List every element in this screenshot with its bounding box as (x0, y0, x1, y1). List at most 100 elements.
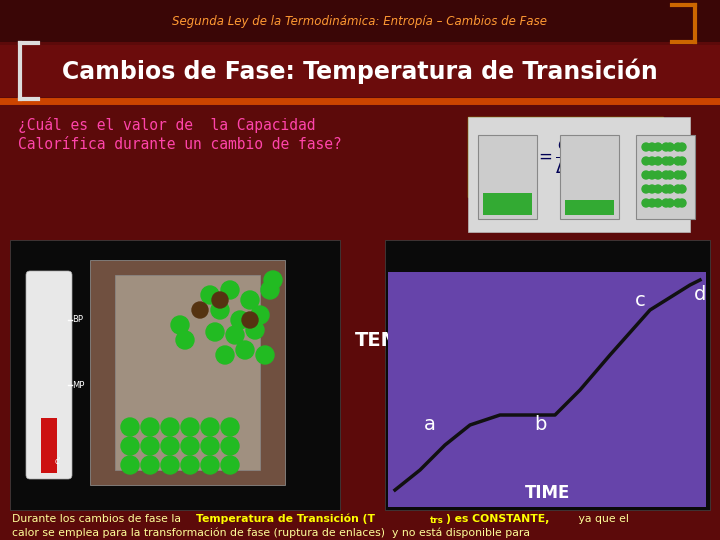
Circle shape (674, 199, 682, 207)
Text: TEMP.: TEMP. (355, 330, 419, 349)
Circle shape (662, 143, 670, 151)
Circle shape (192, 302, 208, 318)
Circle shape (662, 185, 670, 193)
Circle shape (221, 418, 239, 436)
Text: Calorífica durante un cambio de fase?: Calorífica durante un cambio de fase? (18, 137, 342, 152)
Circle shape (212, 292, 228, 308)
Circle shape (642, 185, 650, 193)
Circle shape (251, 306, 269, 324)
Circle shape (654, 143, 662, 151)
Text: ) es CONSTANTE,: ) es CONSTANTE, (446, 514, 549, 524)
Circle shape (171, 316, 189, 334)
Circle shape (678, 171, 686, 179)
Circle shape (674, 143, 682, 151)
Circle shape (242, 312, 258, 328)
Circle shape (674, 185, 682, 193)
Circle shape (241, 291, 259, 309)
Circle shape (161, 437, 179, 455)
Circle shape (648, 143, 656, 151)
Circle shape (642, 157, 650, 165)
Circle shape (648, 157, 656, 165)
Bar (468, 117, 663, 197)
Circle shape (221, 456, 239, 474)
FancyBboxPatch shape (26, 271, 72, 479)
Circle shape (121, 456, 139, 474)
Circle shape (181, 437, 199, 455)
Circle shape (662, 171, 670, 179)
Circle shape (678, 143, 686, 151)
Text: ¿Cuál es el valor de  la Capacidad: ¿Cuál es el valor de la Capacidad (18, 117, 315, 133)
Circle shape (662, 199, 670, 207)
Circle shape (176, 331, 194, 349)
Circle shape (121, 437, 139, 455)
Circle shape (264, 271, 282, 289)
Bar (468, 117, 690, 232)
Circle shape (141, 437, 159, 455)
Circle shape (674, 171, 682, 179)
FancyBboxPatch shape (560, 135, 619, 219)
Bar (388, 272, 706, 507)
Circle shape (161, 456, 179, 474)
Circle shape (654, 199, 662, 207)
Bar (483, 193, 532, 215)
FancyBboxPatch shape (478, 135, 537, 219)
Circle shape (221, 437, 239, 455)
Circle shape (216, 346, 234, 364)
Circle shape (678, 199, 686, 207)
Circle shape (654, 171, 662, 179)
Text: c': c' (55, 457, 61, 467)
Text: Cambios de Fase: Temperatura de Transición: Cambios de Fase: Temperatura de Transici… (62, 58, 658, 84)
Text: BP: BP (72, 315, 83, 325)
Circle shape (666, 185, 674, 193)
Bar (0, 0, 720, 42)
Text: ya que el: ya que el (575, 514, 629, 524)
Circle shape (666, 199, 674, 207)
Circle shape (161, 418, 179, 436)
Bar (41, 418, 57, 473)
Circle shape (666, 157, 674, 165)
Text: calor se emplea para la transformación de fase (ruptura de enlaces)  y no está d: calor se emplea para la transformación d… (12, 528, 530, 538)
Text: d: d (694, 286, 706, 305)
Circle shape (654, 157, 662, 165)
Circle shape (666, 171, 674, 179)
Circle shape (201, 286, 219, 304)
Circle shape (654, 185, 662, 193)
Circle shape (141, 418, 159, 436)
Circle shape (261, 281, 279, 299)
Bar (0, 45, 720, 97)
Bar (10, 240, 340, 510)
Circle shape (211, 301, 229, 319)
Text: b: b (534, 415, 546, 435)
Text: Temperatura de Transición (T: Temperatura de Transición (T (196, 514, 375, 524)
Bar (565, 200, 614, 215)
Text: c: c (634, 291, 645, 309)
Bar (115, 275, 260, 470)
Text: MP: MP (72, 381, 84, 389)
Text: $C_p = \dfrac{q_p}{\Delta T} = \infty$: $C_p = \dfrac{q_p}{\Delta T} = \infty$ (516, 138, 614, 176)
Circle shape (648, 171, 656, 179)
Text: trs: trs (430, 516, 444, 525)
Circle shape (642, 143, 650, 151)
Circle shape (648, 199, 656, 207)
Circle shape (236, 341, 254, 359)
Text: a: a (424, 415, 436, 435)
Text: TIME: TIME (525, 484, 570, 502)
Circle shape (141, 456, 159, 474)
Circle shape (678, 185, 686, 193)
Circle shape (642, 171, 650, 179)
Bar (385, 240, 710, 510)
Circle shape (666, 143, 674, 151)
Circle shape (674, 157, 682, 165)
Circle shape (231, 311, 249, 329)
Circle shape (642, 199, 650, 207)
Text: Durante los cambios de fase la: Durante los cambios de fase la (12, 514, 184, 524)
Circle shape (256, 346, 274, 364)
Circle shape (221, 281, 239, 299)
Circle shape (181, 456, 199, 474)
Circle shape (648, 185, 656, 193)
Circle shape (246, 321, 264, 339)
Circle shape (181, 418, 199, 436)
Bar (90, 260, 285, 485)
Circle shape (206, 323, 224, 341)
Circle shape (201, 418, 219, 436)
